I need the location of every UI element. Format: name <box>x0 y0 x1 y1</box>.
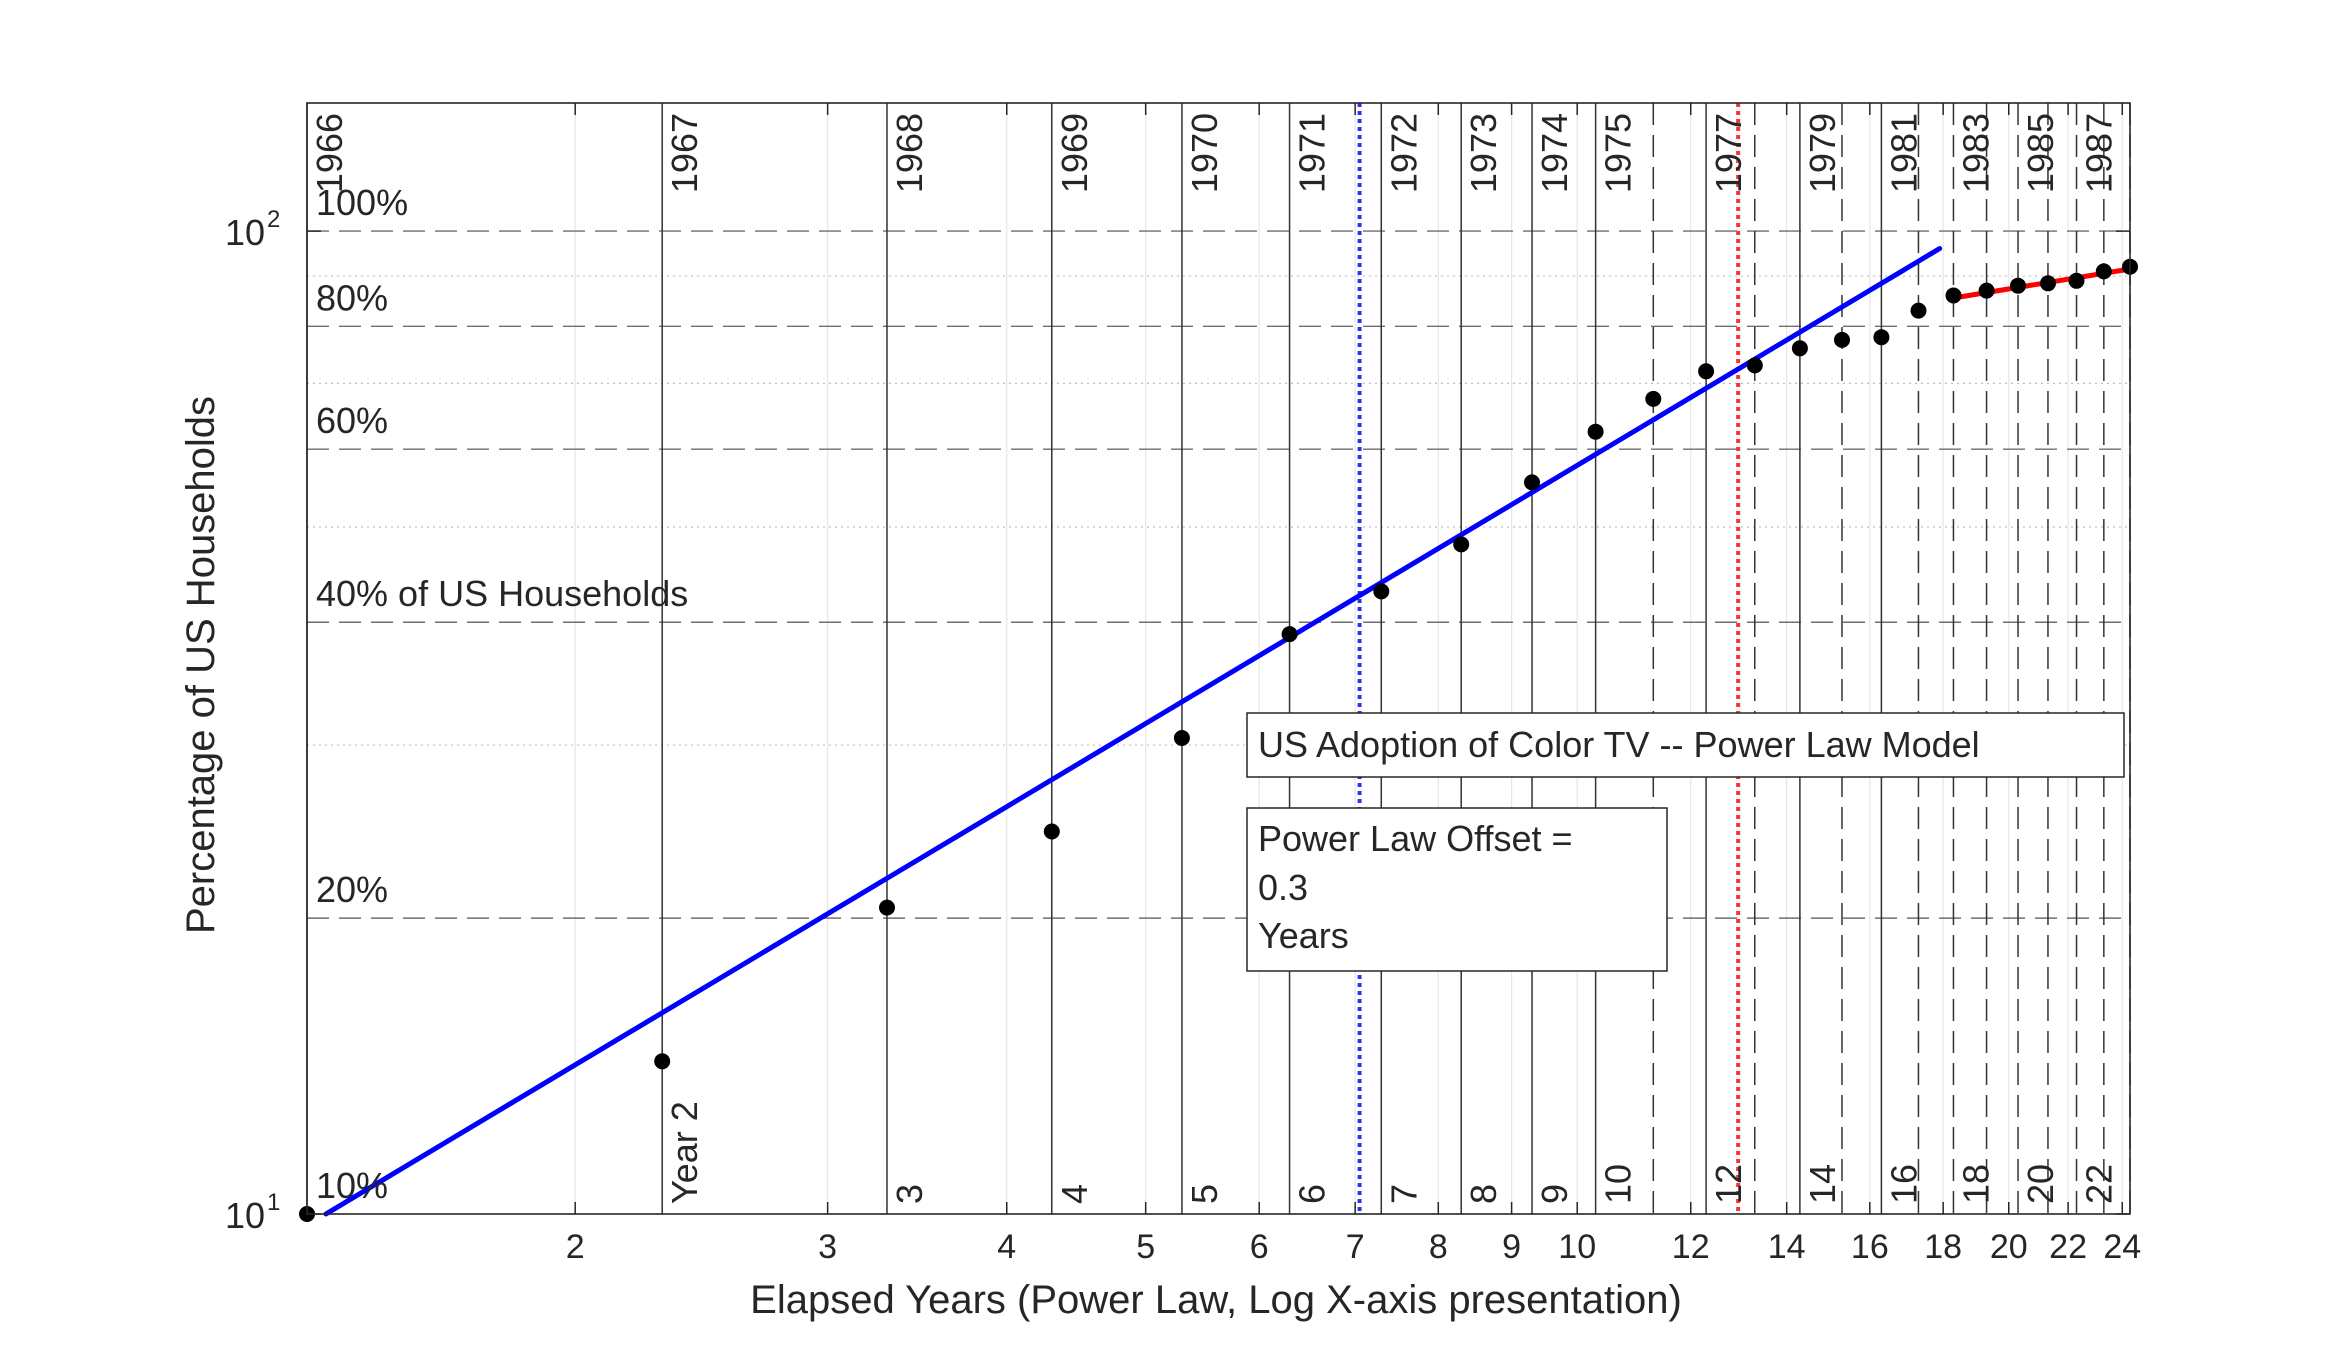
data-point <box>1453 536 1470 553</box>
data-point <box>1645 390 1662 407</box>
data-point <box>2068 272 2085 289</box>
elapsed-year-label: 6 <box>1292 1184 1333 1204</box>
elapsed-year-label: 3 <box>889 1184 930 1204</box>
elapsed-year-label: 16 <box>1883 1164 1924 1204</box>
elapsed-year-label: 9 <box>1534 1184 1575 1204</box>
data-point <box>1698 363 1715 380</box>
elapsed-year-label: 8 <box>1463 1184 1504 1204</box>
offset-annotation-line-1: Power Law Offset = <box>1258 818 1573 859</box>
percent-grid-label: 60% <box>316 400 388 441</box>
elapsed-year-label: 12 <box>1708 1164 1749 1204</box>
percent-grid-label: 10% <box>316 1165 388 1206</box>
calendar-year-label: 1977 <box>1708 113 1749 193</box>
y-tick-label-exponent: 2 <box>267 206 280 233</box>
x-tick-label: 16 <box>1851 1228 1889 1266</box>
x-tick-label: 6 <box>1250 1228 1269 1266</box>
data-point <box>2010 277 2026 294</box>
title-annotation: US Adoption of Color TV -- Power Law Mod… <box>1246 712 2125 778</box>
elapsed-year-label: Year 2 <box>664 1101 705 1204</box>
x-tick-label: 24 <box>2103 1228 2141 1266</box>
model-line <box>323 246 1943 1217</box>
offset-annotation: Power Law Offset = 0.3 Years <box>1246 807 1668 972</box>
data-point <box>1873 329 1890 346</box>
data-point <box>1281 626 1298 643</box>
data-point <box>2095 263 2112 280</box>
x-tick-label: 14 <box>1768 1228 1806 1266</box>
title-annotation-text: US Adoption of Color TV -- Power Law Mod… <box>1258 724 1980 765</box>
calendar-year-label: 1971 <box>1292 113 1333 193</box>
elapsed-year-label: 10 <box>1598 1164 1639 1204</box>
grid-layer <box>306 103 2131 1214</box>
data-point <box>1978 282 1995 299</box>
elapsed-year-label: 20 <box>2020 1164 2061 1204</box>
x-tick-label: 10 <box>1558 1228 1596 1266</box>
offset-annotation-line-2: 0.3 <box>1258 867 1308 908</box>
calendar-year-label: 1970 <box>1184 113 1225 193</box>
data-point <box>1791 340 1808 357</box>
data-point <box>879 899 895 916</box>
x-tick-label: 9 <box>1502 1228 1521 1266</box>
calendar-year-label: 1969 <box>1054 113 1095 193</box>
x-tick-label: 7 <box>1346 1228 1365 1266</box>
data-point <box>654 1053 671 1070</box>
calendar-year-label: 1981 <box>1883 113 1924 193</box>
y-axis-label: Percentage of US Households <box>179 396 223 934</box>
data-point <box>1373 583 1390 600</box>
x-tick-label: 5 <box>1136 1228 1155 1266</box>
calendar-year-label: 1975 <box>1598 113 1639 193</box>
calendar-year-label: 1973 <box>1463 113 1504 193</box>
x-tick-label: 3 <box>818 1228 837 1266</box>
calendar-year-label: 1966 <box>309 113 350 193</box>
offset-annotation-box <box>1246 807 1668 972</box>
calendar-year-label: 1972 <box>1383 113 1424 193</box>
x-tick-label: 20 <box>1990 1228 2028 1266</box>
elapsed-year-label: 7 <box>1383 1184 1424 1204</box>
data-point <box>2040 275 2056 292</box>
percent-grid-label: 20% <box>316 869 388 910</box>
title-annotation-box <box>1246 712 2125 778</box>
percent-grid-label: 100% <box>316 182 408 223</box>
data-point <box>1910 302 1927 319</box>
plot-frame <box>306 102 2131 1215</box>
data-point <box>1043 823 1060 840</box>
percent-grid-label: 80% <box>316 277 388 318</box>
elapsed-year-label: 22 <box>2079 1164 2120 1204</box>
calendar-year-label: 1979 <box>1802 113 1843 193</box>
data-point <box>1524 474 1540 491</box>
x-tick-label: 18 <box>1924 1228 1962 1266</box>
calendar-year-label: 1987 <box>2079 113 2120 193</box>
series-layer <box>299 246 2138 1222</box>
data-point <box>1587 423 1604 440</box>
calendar-year-label: 1974 <box>1534 113 1575 193</box>
data-point <box>1945 287 1962 304</box>
elapsed-year-label: 14 <box>1802 1164 1843 1204</box>
elapsed-year-label: 18 <box>1955 1164 1996 1204</box>
calendar-year-label: 1968 <box>889 113 930 193</box>
x-tick-label: 2 <box>566 1228 585 1266</box>
elapsed-year-label: 4 <box>1054 1184 1095 1204</box>
y-tick-label-exponent: 1 <box>267 1189 280 1216</box>
offset-annotation-line-3: Years <box>1258 915 1349 956</box>
x-tick-label: 22 <box>2049 1228 2087 1266</box>
data-point <box>1173 730 1190 746</box>
x-tick-label: 4 <box>997 1228 1016 1266</box>
calendar-year-label: 1967 <box>664 113 705 193</box>
percent-grid-label: 40% of US Households <box>316 573 688 614</box>
elapsed-year-label: 5 <box>1184 1184 1225 1204</box>
data-point <box>1746 357 1763 374</box>
calendar-year-label: 1983 <box>1955 113 1996 193</box>
y-tick-label-base: 10 <box>225 1195 265 1236</box>
data-point <box>1834 331 1850 348</box>
y-tick-label-base: 10 <box>225 212 265 253</box>
x-tick-label: 8 <box>1429 1228 1448 1266</box>
x-tick-label: 12 <box>1672 1228 1710 1266</box>
calendar-year-label: 1985 <box>2020 113 2061 193</box>
x-axis-label: Elapsed Years (Power Law, Log X-axis pre… <box>750 1278 1682 1322</box>
